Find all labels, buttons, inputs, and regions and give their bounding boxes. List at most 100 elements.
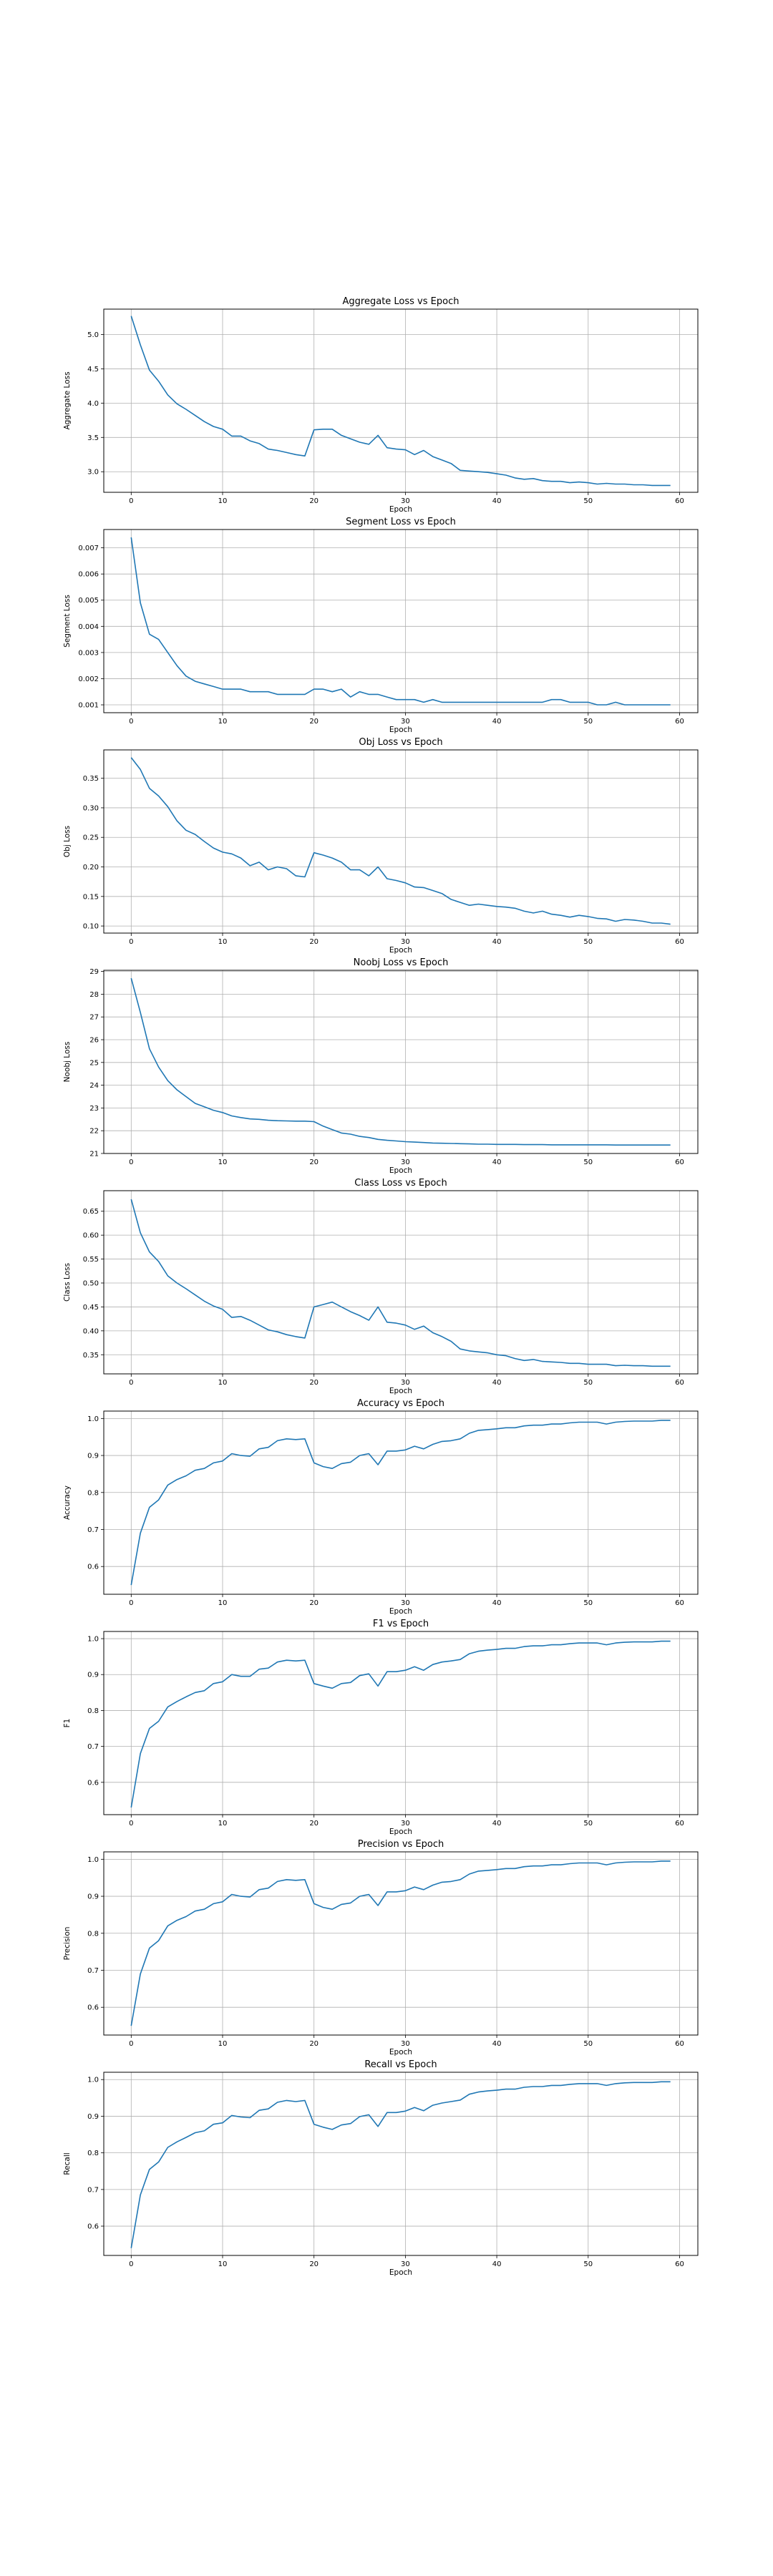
y-axis-label: Accuracy [63,1485,72,1520]
plot-frame [103,970,699,1154]
x-tick-label: 0 [129,2040,133,2048]
y-tick-label: 0.006 [78,571,99,579]
x-tick-label: 0 [129,1379,133,1387]
x-tick-label: 50 [583,2260,593,2268]
x-tick-label: 30 [401,718,410,726]
x-tick-label: 50 [583,2040,593,2048]
x-tick-label: 20 [309,1599,319,1607]
y-axis-label: Aggregate Loss [63,371,72,429]
y-tick-label: 5.0 [87,331,99,339]
chart-recall-vs-epoch: Recall vs Epoch 0 10 20 30 40 50 60 0.6 0.7 0.8 0.9… [63,2059,699,2277]
x-axis-label: Epoch [389,946,412,955]
y-tick-label: 0.7 [87,1526,99,1534]
x-axis-label: Epoch [389,2268,412,2277]
chart-title: Recall vs Epoch [364,2059,437,2070]
x-tick-label: 30 [401,497,410,505]
y-tick-label: 0.7 [87,1743,99,1751]
x-tick-label: 20 [309,1379,319,1387]
x-axis-label: Epoch [389,1387,412,1395]
x-tick-label: 20 [309,1158,319,1166]
y-axis-label: Recall [63,2152,72,2175]
x-tick-label: 30 [401,2260,410,2268]
x-tick-label: 30 [401,1379,410,1387]
y-tick-label: 23 [89,1105,99,1113]
series-line [130,757,671,925]
chart-title: Precision vs Epoch [358,1839,444,1850]
x-tick-label: 40 [492,1599,502,1607]
plot-frame [103,1410,699,1595]
chart-noobj-loss-vs-epoch: Noobj Loss vs Epoch 0 10 20 30 40 50 60 21 22 23 24… [63,957,699,1175]
y-tick-label: 0.9 [87,1893,99,1901]
y-tick-label: 0.004 [78,623,99,631]
y-tick-label: 0.9 [87,2113,99,2121]
plot-frame [103,1851,699,2036]
y-tick-label: 22 [89,1128,99,1136]
y-tick-label: 0.55 [83,1256,99,1264]
x-tick-label: 0 [129,718,133,726]
plot-frame [103,1190,699,1375]
y-tick-label: 1.0 [87,1415,99,1423]
y-tick-label: 0.40 [83,1327,99,1335]
y-tick-label: 26 [89,1036,99,1044]
x-tick-label: 50 [583,1599,593,1607]
y-tick-label: 4.5 [87,366,99,374]
y-tick-label: 0.005 [78,597,99,605]
y-tick-label: 0.6 [87,2004,99,2012]
y-tick-label: 0.30 [83,804,99,812]
plot-frame [103,749,699,934]
series-line [130,1860,671,2026]
y-tick-label: 0.003 [78,649,99,657]
y-tick-label: 0.50 [83,1280,99,1288]
x-tick-label: 20 [309,718,319,726]
x-tick-label: 0 [129,497,133,505]
chart-segment-loss-vs-epoch: Segment Loss vs Epoch 0 10 20 30 40 50 60 0.001 0… [63,517,699,734]
x-tick-label: 60 [675,1599,684,1607]
x-tick-label: 10 [218,2040,228,2048]
x-axis-label: Epoch [389,2048,412,2057]
y-tick-label: 1.0 [87,1856,99,1864]
y-tick-label: 0.9 [87,1672,99,1679]
y-tick-label: 0.35 [83,1352,99,1360]
y-tick-label: 24 [89,1082,99,1090]
y-tick-label: 29 [89,968,99,976]
x-tick-label: 10 [218,1379,228,1387]
x-tick-label: 60 [675,2260,684,2268]
y-tick-label: 0.6 [87,1563,99,1571]
x-tick-label: 60 [675,497,684,505]
y-tick-label: 0.001 [78,702,99,710]
y-tick-label: 21 [89,1151,99,1158]
chart-f1-vs-epoch: F1 vs Epoch 0 10 20 30 40 50 60 0.6 0.7 0.8 0.9 1.0 E… [63,1619,699,1836]
x-tick-label: 60 [675,1820,684,1828]
series-line [130,1199,671,1367]
x-tick-label: 50 [583,718,593,726]
x-tick-label: 20 [309,938,319,946]
series-line [130,1420,671,1586]
y-tick-label: 1.0 [87,1636,99,1644]
x-tick-label: 40 [492,718,502,726]
x-tick-label: 10 [218,1158,228,1166]
plot-frame [103,529,699,713]
x-tick-label: 40 [492,938,502,946]
x-tick-label: 50 [583,938,593,946]
series-line [130,537,671,706]
plot-frame [103,308,699,493]
x-tick-label: 40 [492,497,502,505]
plot-frame [103,1631,699,1815]
x-tick-label: 0 [129,2260,133,2268]
y-tick-label: 28 [89,991,99,999]
y-tick-label: 3.0 [87,469,99,477]
y-tick-label: 0.7 [87,2186,99,2194]
y-axis-label: Class Loss [63,1263,72,1302]
y-tick-label: 0.7 [87,1967,99,1975]
x-tick-label: 0 [129,938,133,946]
x-tick-label: 60 [675,1379,684,1387]
x-tick-label: 10 [218,1820,228,1828]
y-tick-label: 0.6 [87,1779,99,1787]
x-axis-label: Epoch [389,1828,412,1836]
x-tick-label: 20 [309,2260,319,2268]
y-tick-label: 1.0 [87,2077,99,2084]
x-tick-label: 10 [218,2260,228,2268]
x-tick-label: 40 [492,1820,502,1828]
y-tick-label: 0.25 [83,834,99,842]
y-tick-label: 0.65 [83,1208,99,1216]
